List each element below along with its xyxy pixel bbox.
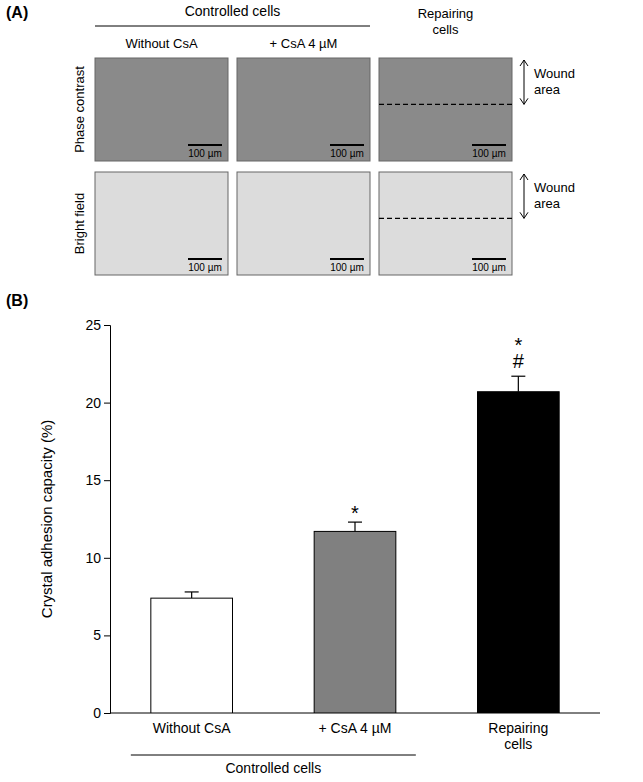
micrograph [379, 58, 512, 161]
y-tick-label: 0 [93, 705, 101, 721]
y-tick-label: 20 [85, 395, 101, 411]
y-tick: 15 [85, 472, 110, 488]
bar [151, 598, 233, 713]
significance-marker: * [351, 502, 359, 524]
text-line: Wound [534, 66, 575, 81]
text-line: area [534, 196, 561, 211]
y-tick: 20 [85, 395, 110, 411]
y-tick-mark [104, 635, 110, 636]
y-tick: 25 [85, 317, 110, 333]
column-header: Without CsA [125, 36, 198, 51]
wound-arrow [524, 60, 525, 104]
error-bar [191, 592, 192, 598]
y-tick-mark [104, 558, 110, 559]
wound-label: Woundarea [534, 66, 575, 97]
y-tick-label: 5 [93, 627, 101, 643]
wound-arrow-head [520, 174, 528, 180]
wound-edge [379, 218, 512, 219]
micrograph [95, 172, 228, 275]
y-tick-mark [104, 403, 110, 404]
row-header: Bright field [72, 193, 87, 254]
group-header-line [95, 26, 370, 27]
micrograph [237, 58, 370, 161]
scale-bar-label: 100 µm [188, 262, 222, 273]
text-line: Repairing [488, 720, 548, 736]
bar [314, 531, 396, 713]
scale-bar-label: 100 µm [330, 262, 364, 273]
text-line: Repairing [418, 6, 474, 21]
panel-b: (B) 0 5 10 15 20 25 Without CsA + CsA 4 µM Repair… [6, 292, 600, 776]
x-axis: Without CsA + CsA 4 µM Repairingcells [110, 713, 600, 752]
x-tick-label: Without CsA [153, 720, 231, 736]
scale-bar-label: 100 µm [472, 148, 506, 159]
scale-bar-label: 100 µm [472, 262, 506, 273]
scale-bar [330, 144, 364, 146]
text-line: area [534, 82, 561, 97]
row-header: Phase contrast [72, 66, 87, 153]
text-line: Wound [534, 180, 575, 195]
panel-label: (A) [6, 4, 28, 21]
y-tick: 0 [93, 705, 110, 721]
error-cap [185, 591, 199, 592]
text-line: cells [432, 22, 459, 37]
error-cap [511, 376, 525, 377]
y-tick: 5 [93, 627, 110, 643]
group-header: Controlled cells [185, 3, 281, 19]
error-bar [518, 376, 519, 392]
panel-label: (B) [6, 292, 28, 309]
y-tick-label: 15 [85, 472, 101, 488]
wound-label: Woundarea [534, 180, 575, 211]
y-tick-mark [104, 713, 110, 714]
column-header: + CsA 4 µM [270, 36, 338, 51]
micrograph [95, 58, 228, 161]
micrograph [237, 172, 370, 275]
group-line [131, 755, 416, 756]
wound-arrow-head [520, 98, 528, 104]
y-axis: 0 5 10 15 20 25 [85, 317, 110, 721]
x-tick-label: + CsA 4 µM [318, 720, 391, 736]
scale-bar [188, 258, 222, 260]
scale-bar [330, 258, 364, 260]
y-tick-mark [104, 325, 110, 326]
y-tick-label: 10 [85, 550, 101, 566]
scale-bar [188, 144, 222, 146]
x-tick: Repairingcells [488, 713, 548, 752]
wound-arrow [524, 174, 525, 218]
bar [478, 392, 560, 713]
wound-arrow-head [520, 212, 528, 218]
micrograph [379, 172, 512, 275]
scale-bar-label: 100 µm [188, 148, 222, 159]
y-tick-mark [104, 480, 110, 481]
panel-a: (A) Controlled cells Without CsA + CsA 4 µM… [6, 3, 575, 275]
column-header: Repairingcells [418, 6, 474, 37]
text-line: cells [504, 736, 532, 752]
x-tick-label: Repairingcells [488, 720, 548, 752]
y-axis-title: Crystal adhesion capacity (%) [38, 420, 55, 618]
x-tick: + CsA 4 µM [318, 713, 391, 736]
plot-marks [151, 376, 559, 713]
scale-bar-label: 100 µm [330, 148, 364, 159]
group-label: Controlled cells [225, 760, 321, 776]
y-tick: 10 [85, 550, 110, 566]
wound-arrow-head [520, 60, 528, 66]
y-tick-label: 25 [85, 317, 101, 333]
scale-bar [472, 144, 506, 146]
scale-bar [472, 258, 506, 260]
wound-edge [379, 104, 512, 105]
figure: (A) Controlled cells Without CsA + CsA 4 µM… [0, 0, 643, 782]
x-tick: Without CsA [153, 713, 231, 736]
y-axis-line [104, 326, 111, 714]
significance-marker: * [514, 334, 522, 356]
